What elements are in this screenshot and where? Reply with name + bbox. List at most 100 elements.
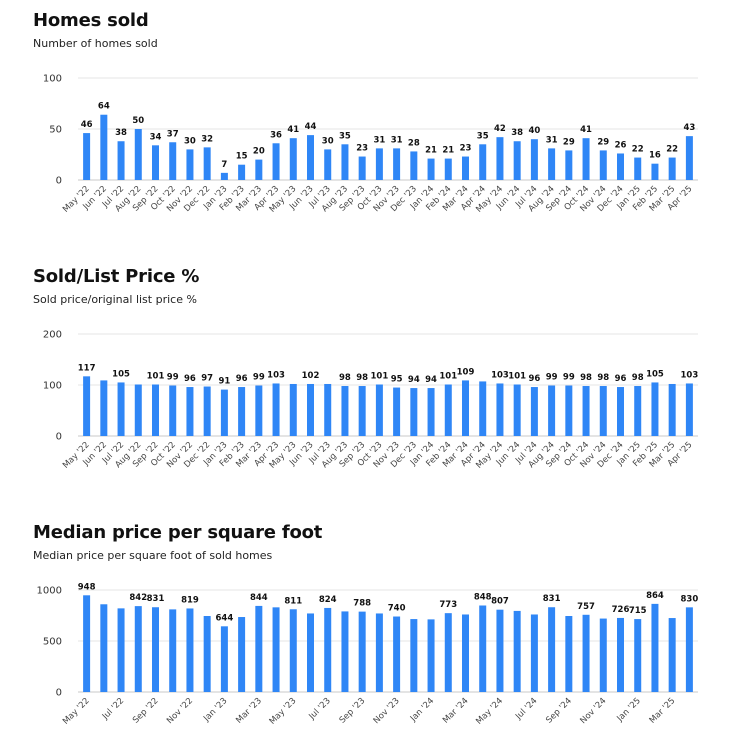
bar[interactable] xyxy=(685,136,693,180)
bar[interactable] xyxy=(651,603,659,692)
bar[interactable] xyxy=(169,609,177,692)
bar[interactable] xyxy=(393,616,401,692)
bar[interactable] xyxy=(203,147,211,180)
bar[interactable] xyxy=(617,387,624,436)
bar[interactable] xyxy=(582,614,590,692)
bar[interactable] xyxy=(496,383,504,436)
bar[interactable] xyxy=(134,606,142,692)
bar[interactable] xyxy=(462,380,469,436)
bar[interactable] xyxy=(289,138,297,180)
bar[interactable] xyxy=(272,383,280,436)
bar[interactable] xyxy=(479,381,487,436)
bar[interactable] xyxy=(358,611,366,692)
bar[interactable] xyxy=(599,150,607,180)
bar[interactable] xyxy=(83,595,91,692)
bar[interactable] xyxy=(548,385,556,436)
bar[interactable] xyxy=(617,153,624,180)
bar[interactable] xyxy=(341,611,349,692)
bar[interactable] xyxy=(548,607,556,692)
bar[interactable] xyxy=(548,148,556,180)
bar[interactable] xyxy=(272,143,280,180)
bar[interactable] xyxy=(496,609,504,692)
bar[interactable] xyxy=(169,142,177,180)
bar[interactable] xyxy=(307,383,314,436)
bar[interactable] xyxy=(341,144,349,180)
bar[interactable] xyxy=(479,605,487,692)
bar[interactable] xyxy=(410,388,418,436)
bar[interactable] xyxy=(220,389,228,436)
bar[interactable] xyxy=(152,145,159,180)
bar[interactable] xyxy=(496,137,504,180)
bar[interactable] xyxy=(530,139,538,180)
bar[interactable] xyxy=(220,172,228,180)
bar[interactable] xyxy=(324,383,332,436)
bar[interactable] xyxy=(238,164,246,180)
bar[interactable] xyxy=(152,384,159,436)
bar[interactable] xyxy=(427,388,435,436)
bar[interactable] xyxy=(324,607,332,692)
bar[interactable] xyxy=(513,141,521,180)
bar[interactable] xyxy=(134,384,142,436)
bar[interactable] xyxy=(358,386,366,436)
bar[interactable] xyxy=(634,619,642,692)
bar[interactable] xyxy=(685,607,693,692)
bar[interactable] xyxy=(341,386,349,436)
bar[interactable] xyxy=(358,156,366,180)
bar[interactable] xyxy=(272,607,280,692)
bar[interactable] xyxy=(651,163,659,180)
bar[interactable] xyxy=(117,608,125,692)
bar[interactable] xyxy=(186,608,194,692)
bar[interactable] xyxy=(117,141,125,180)
bar[interactable] xyxy=(324,149,332,180)
bar[interactable] xyxy=(530,387,538,436)
bar[interactable] xyxy=(651,382,659,436)
bar[interactable] xyxy=(186,387,194,436)
bar[interactable] xyxy=(117,382,125,436)
bar[interactable] xyxy=(393,148,401,180)
bar[interactable] xyxy=(599,386,607,436)
bar[interactable] xyxy=(203,616,211,692)
bar[interactable] xyxy=(444,613,452,692)
bar[interactable] xyxy=(375,613,383,692)
bar[interactable] xyxy=(375,384,383,436)
bar[interactable] xyxy=(565,616,573,692)
bar[interactable] xyxy=(169,385,177,436)
bar[interactable] xyxy=(444,158,452,180)
bar[interactable] xyxy=(479,144,487,180)
bar[interactable] xyxy=(83,133,91,180)
bar[interactable] xyxy=(289,383,297,436)
bar[interactable] xyxy=(307,613,314,692)
bar[interactable] xyxy=(255,605,263,692)
bar[interactable] xyxy=(186,149,194,180)
bar[interactable] xyxy=(307,135,314,180)
bar[interactable] xyxy=(220,626,228,692)
bar[interactable] xyxy=(203,386,211,436)
bar[interactable] xyxy=(513,384,521,436)
bar[interactable] xyxy=(582,386,590,436)
bar[interactable] xyxy=(530,614,538,692)
bar[interactable] xyxy=(427,158,435,180)
bar[interactable] xyxy=(393,387,401,436)
bar[interactable] xyxy=(462,614,469,692)
bar[interactable] xyxy=(668,618,676,692)
bar[interactable] xyxy=(427,619,435,692)
bar[interactable] xyxy=(668,383,676,436)
bar[interactable] xyxy=(617,617,624,692)
bar[interactable] xyxy=(100,380,108,436)
bar[interactable] xyxy=(513,610,521,692)
bar[interactable] xyxy=(100,114,108,180)
bar[interactable] xyxy=(565,385,573,436)
bar[interactable] xyxy=(238,387,246,436)
bar[interactable] xyxy=(565,150,573,180)
bar[interactable] xyxy=(100,604,108,692)
bar[interactable] xyxy=(634,386,642,436)
bar[interactable] xyxy=(152,607,159,692)
bar[interactable] xyxy=(444,384,452,436)
bar[interactable] xyxy=(255,385,263,436)
bar[interactable] xyxy=(462,156,469,180)
bar[interactable] xyxy=(238,617,246,692)
bar[interactable] xyxy=(634,157,642,180)
bar[interactable] xyxy=(83,376,91,436)
bar[interactable] xyxy=(134,129,142,180)
bar[interactable] xyxy=(668,157,676,180)
